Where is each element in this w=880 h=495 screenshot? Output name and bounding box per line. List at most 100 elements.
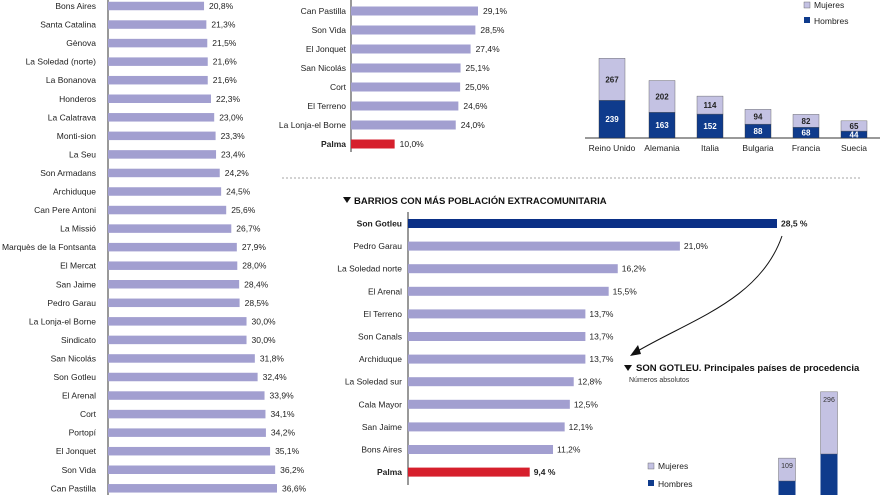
bar-el-mercat bbox=[108, 261, 238, 270]
value-label-palma: 10,0% bbox=[400, 139, 425, 149]
category-label-el-jonquet: El Jonquet bbox=[56, 446, 97, 456]
category-label-bons-aires: Bons Aires bbox=[361, 445, 402, 455]
value-label-santa-catalina: 21,3% bbox=[211, 20, 236, 30]
category-label-el-jonquet: El Jonquet bbox=[306, 44, 347, 54]
bar-honderos bbox=[108, 94, 211, 103]
value-label-can-pastilla: 36,6% bbox=[282, 483, 307, 493]
category-label-portopi: Portopí bbox=[69, 428, 97, 438]
chart-title-extracomunitaria: BARRIOS CON MÁS POBLACIÓN EXTRACOMUNITAR… bbox=[354, 195, 607, 207]
bar-palma bbox=[408, 467, 530, 477]
category-label-la-seu: La Seu bbox=[69, 149, 96, 159]
category-label-el-arenal: El Arenal bbox=[368, 286, 402, 296]
bar-la-lonja-el-borne bbox=[351, 120, 456, 130]
bar-mujeres-suecia bbox=[840, 120, 868, 132]
bar-santa-catalina bbox=[108, 20, 207, 29]
category-label-la-soledad-sur: La Soledad sur bbox=[345, 377, 402, 387]
value-label-san-jaime: 12,1% bbox=[569, 422, 594, 432]
category-label-palma: Palma bbox=[321, 139, 346, 149]
value-label-san-nicolas: 25,1% bbox=[466, 63, 491, 73]
legend-label-hombres-2: Hombres bbox=[658, 479, 692, 489]
category-label-reino-unido: Reino Unido bbox=[589, 143, 636, 153]
bar-mujeres-francia bbox=[792, 114, 820, 128]
value-label-el-arenal: 15,5% bbox=[613, 286, 638, 296]
category-label-can-pastilla: Can Pastilla bbox=[301, 6, 347, 16]
value-label-la-bonanova: 21,6% bbox=[213, 75, 238, 85]
value-label-cort: 25,0% bbox=[465, 82, 490, 92]
bar-hombres-alemania bbox=[648, 112, 676, 139]
legend-swatch-hombres-2 bbox=[648, 480, 654, 486]
bar-el-terreno bbox=[351, 101, 459, 111]
category-label-alemania: Alemania bbox=[644, 143, 680, 153]
category-label-italia: Italia bbox=[701, 143, 719, 153]
value-label-can-pere-antoni: 25,6% bbox=[231, 205, 256, 215]
category-label-la-missio: La Missió bbox=[60, 224, 96, 234]
value-mujeres-bulgaria: 94 bbox=[754, 113, 763, 122]
category-label-palma: Palma bbox=[377, 467, 402, 477]
bar-cort bbox=[351, 82, 461, 92]
value-mujeres-alemania: 202 bbox=[655, 92, 669, 101]
value-label-san-nicolas: 31,8% bbox=[260, 353, 285, 363]
bar-mujeres-italia bbox=[696, 95, 724, 115]
value-mujeres-reino-unido: 267 bbox=[605, 75, 619, 84]
value-label-sindicato: 30,0% bbox=[252, 335, 277, 345]
legend-label-mujeres: Mujeres bbox=[814, 0, 844, 10]
bar-hombres-reino-unido bbox=[598, 100, 626, 139]
category-label-bons-aires: Bons Aires bbox=[55, 1, 96, 11]
category-label-son-canals: Son Canals bbox=[358, 332, 402, 342]
value-label-son-armadans: 24,2% bbox=[225, 168, 250, 178]
value-label-portopi: 34,2% bbox=[271, 428, 296, 438]
bar-pedro-garau bbox=[108, 298, 240, 308]
category-label-monti-sion: Monti-sion bbox=[57, 131, 96, 141]
bar-archiduque bbox=[408, 354, 586, 364]
value-label-pedro-garau: 28,5% bbox=[245, 298, 270, 308]
bar-san-jaime bbox=[108, 280, 240, 289]
value-label-monti-sion: 23,3% bbox=[221, 131, 246, 141]
bar-son-armadans bbox=[108, 168, 220, 178]
category-label-can-pastilla: Can Pastilla bbox=[51, 483, 97, 493]
bar-genova bbox=[108, 38, 208, 48]
bar-archiduque bbox=[108, 187, 222, 196]
value-label-son-vida: 36,2% bbox=[280, 465, 305, 475]
value-label-bons-aires: 11,2% bbox=[557, 445, 581, 455]
category-label-el-terreno: El Terreno bbox=[307, 101, 346, 111]
legend-swatch-mujeres bbox=[803, 1, 811, 9]
category-label-suecia: Suecia bbox=[841, 143, 867, 153]
bar-mujeres-country-1 bbox=[778, 457, 796, 482]
bar-el-arenal bbox=[408, 286, 609, 296]
bar-el-jonquet bbox=[351, 44, 471, 54]
legend-label-hombres: Hombres bbox=[814, 16, 848, 26]
bar-san-jaime bbox=[408, 422, 565, 432]
category-label-son-gotleu: Son Gotleu bbox=[53, 372, 96, 382]
value-hombres-reino-unido: 239 bbox=[605, 115, 619, 124]
value-label-el-jonquet: 35,1% bbox=[275, 446, 300, 456]
legend-label-mujeres-2: Mujeres bbox=[658, 461, 688, 471]
value-label-marques-de-la-fontsanta: 27,9% bbox=[242, 242, 267, 252]
category-label-la-soledad-norte: La Soledad (norte) bbox=[26, 57, 97, 67]
value-hombres-italia: 152 bbox=[703, 122, 717, 131]
category-label-son-gotleu: Son Gotleu bbox=[357, 219, 402, 229]
category-label-son-vida: Son Vida bbox=[312, 25, 347, 35]
bar-son-canals bbox=[408, 332, 586, 341]
curved-arrow bbox=[635, 235, 783, 353]
arrow-head-icon bbox=[630, 345, 641, 356]
value-label-son-gotleu: 32,4% bbox=[263, 372, 288, 382]
value-label-son-gotleu: 28,5 % bbox=[781, 219, 808, 229]
bar-son-vida bbox=[351, 25, 476, 35]
bar-mujeres-reino-unido bbox=[598, 58, 626, 101]
value-label-honderos: 22,3% bbox=[216, 94, 241, 104]
category-label-el-mercat: El Mercat bbox=[60, 261, 97, 271]
category-label-san-nicolas: San Nicolás bbox=[51, 353, 96, 363]
value-label-el-jonquet: 27,4% bbox=[476, 44, 501, 54]
bar-la-calatrava bbox=[108, 113, 215, 122]
category-label-el-arenal: El Arenal bbox=[62, 391, 96, 401]
value-label-el-terreno: 24,6% bbox=[463, 101, 488, 111]
value-label-la-soledad-norte: 21,6% bbox=[213, 57, 238, 67]
category-label-san-jaime: San Jaime bbox=[362, 422, 402, 432]
value-label-la-soledad-sur: 12,8% bbox=[578, 377, 603, 387]
value-label-el-arenal: 33,9% bbox=[270, 391, 295, 401]
bar-mujeres-country-2 bbox=[820, 391, 838, 455]
category-label-la-calatrava: La Calatrava bbox=[48, 112, 96, 122]
category-label-son-vida: Son Vida bbox=[62, 465, 97, 475]
category-label-san-nicolas: San Nicolás bbox=[301, 63, 346, 73]
